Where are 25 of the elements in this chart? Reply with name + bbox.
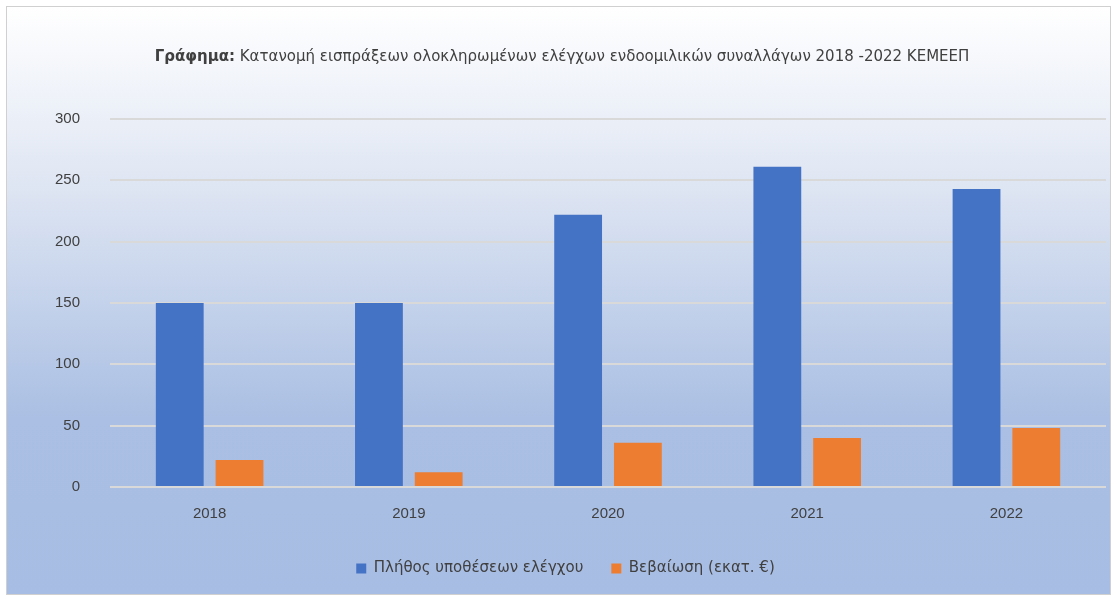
y-tick-label: 200: [55, 231, 81, 249]
legend-label: Βεβαίωση (εκατ. €): [628, 558, 775, 577]
x-tick-label: 2018: [192, 504, 227, 522]
bar: [613, 442, 662, 486]
bar: [1012, 428, 1061, 486]
x-tick-label: 2022: [989, 504, 1024, 522]
y-tick-label: 100: [55, 354, 81, 372]
chart-title: Γράφημα: Κατανομή εισπράξεων ολοκληρωμένων ελέγχων ενδοομιλικών συναλλάγων 2018 -2022 ΚΕΜΕΕΠ: [153, 46, 971, 67]
bar: [155, 303, 204, 486]
bar: [753, 166, 802, 486]
bar: [554, 214, 603, 486]
x-tick-label: 2021: [790, 504, 824, 522]
bar: [952, 188, 1001, 486]
x-tick-label: 2019: [392, 504, 426, 522]
y-tick-label: 0: [71, 477, 81, 495]
bar: [414, 472, 463, 486]
y-tick-label: 50: [63, 415, 81, 433]
y-tick-label: 150: [55, 293, 81, 311]
bar: [813, 437, 861, 486]
bar: [355, 303, 403, 486]
legend-label: Πλήθος υποθέσεων ελέγχου: [373, 558, 584, 577]
bar: [215, 460, 264, 486]
y-tick-label: 300: [55, 109, 81, 127]
y-tick-label: 250: [55, 170, 81, 188]
x-tick-label: 2020: [591, 504, 625, 522]
